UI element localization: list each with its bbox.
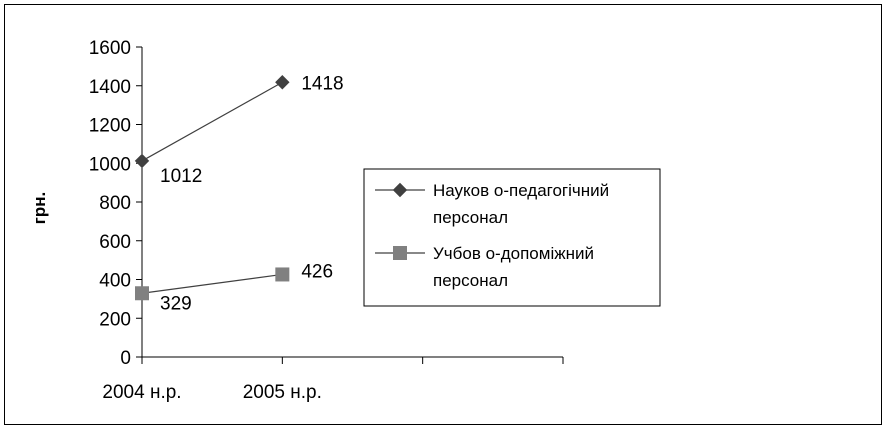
- y-tick-label: 0: [120, 348, 131, 369]
- legend-entry-label: персонал: [433, 271, 508, 290]
- data-point: [275, 267, 290, 282]
- legend-marker: [392, 182, 408, 198]
- series-layer: [134, 75, 290, 301]
- legend-entry-label: Учбов о-допоміжний: [433, 244, 594, 263]
- y-tick-label: 600: [99, 232, 131, 253]
- y-tick-label: 400: [99, 271, 131, 292]
- data-point: [275, 75, 290, 90]
- legend-marker: [393, 246, 407, 260]
- data-point: [134, 153, 150, 169]
- y-axis-title: грн.: [30, 192, 49, 224]
- data-label: 1418: [301, 73, 343, 94]
- legend-entry-label: персонал: [433, 208, 508, 227]
- y-axis: 0 200 400 600 800 1000 1200 1400 1600: [89, 38, 143, 369]
- x-tick-label: 2004 н.р.: [102, 382, 181, 403]
- data-label: 426: [301, 261, 333, 282]
- y-tick-label: 1600: [89, 38, 131, 59]
- data-labels: 1012 1418 329 426: [160, 73, 344, 314]
- series-line: [141, 273, 283, 294]
- legend-entry-label: Науков о-педагогічний: [433, 181, 609, 200]
- data-label: 1012: [160, 166, 202, 187]
- data-label: 329: [160, 293, 192, 314]
- legend-box: [363, 168, 661, 307]
- y-tick-label: 1400: [89, 77, 131, 98]
- y-tick-label: 1000: [89, 154, 131, 175]
- y-tick-label: 200: [99, 309, 131, 330]
- y-tick-label: 800: [99, 193, 131, 214]
- y-tick-label: 1200: [89, 116, 131, 137]
- series-line: [141, 81, 283, 162]
- x-tick-label: 2005 н.р.: [243, 382, 322, 403]
- x-axis: 2004 н.р. 2005 н.р.: [102, 356, 564, 403]
- data-point: [135, 286, 149, 301]
- legend: Науков о-педагогічний персонал Учбов о-доп…: [363, 168, 661, 307]
